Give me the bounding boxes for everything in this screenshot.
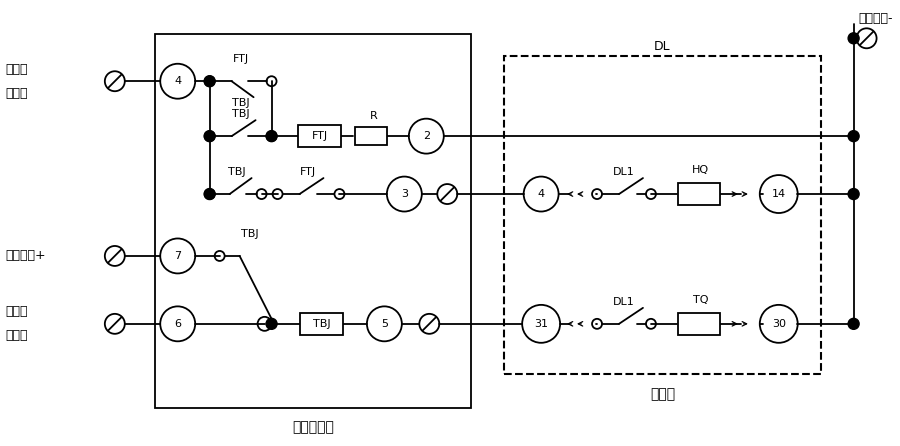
Text: DL1: DL1 [613,297,634,307]
Text: 14: 14 [771,189,786,199]
Text: TBJ: TBJ [232,109,249,119]
Text: 闸出口: 闸出口 [5,87,28,100]
Text: 保护合: 保护合 [5,63,28,76]
Circle shape [266,131,277,142]
Bar [504,56,821,374]
Circle shape [848,189,860,199]
Text: 断路器: 断路器 [650,387,675,401]
Circle shape [204,76,215,87]
Text: TBJ: TBJ [312,319,330,329]
Bar [155,34,472,408]
Text: 4: 4 [537,189,544,199]
Text: TQ: TQ [693,295,708,305]
Text: TBJ: TBJ [228,167,246,177]
Text: 保护跳: 保护跳 [5,306,28,318]
Text: 4: 4 [175,76,181,86]
Text: 7: 7 [175,251,181,261]
Text: FTJ: FTJ [311,131,328,141]
Text: FTJ: FTJ [232,54,248,64]
Circle shape [848,318,860,329]
Text: 控制电源-: 控制电源- [859,12,893,25]
Circle shape [204,131,215,142]
Text: R: R [370,111,377,121]
Bar [678,313,720,335]
Circle shape [848,131,860,142]
Text: TBJ: TBJ [241,229,258,239]
Circle shape [848,33,860,44]
Text: 31: 31 [534,319,548,329]
Text: 闸出口: 闸出口 [5,329,28,343]
Text: 2: 2 [423,131,430,141]
Bar [298,125,341,147]
Text: 5: 5 [381,319,388,329]
Text: 6: 6 [175,319,181,329]
Text: DL: DL [654,40,670,53]
Text: 控制电源+: 控制电源+ [5,249,46,262]
Bar [678,183,720,205]
Bar [300,313,344,335]
Circle shape [266,318,277,329]
Text: 3: 3 [400,189,408,199]
Text: 防跳继电器: 防跳继电器 [292,421,334,435]
Text: 30: 30 [771,319,786,329]
Text: TBJ: TBJ [232,98,249,108]
Text: FTJ: FTJ [300,167,316,177]
Text: HQ: HQ [692,165,709,175]
Text: DL1: DL1 [613,167,634,177]
Circle shape [204,189,215,199]
Bar [356,127,387,145]
